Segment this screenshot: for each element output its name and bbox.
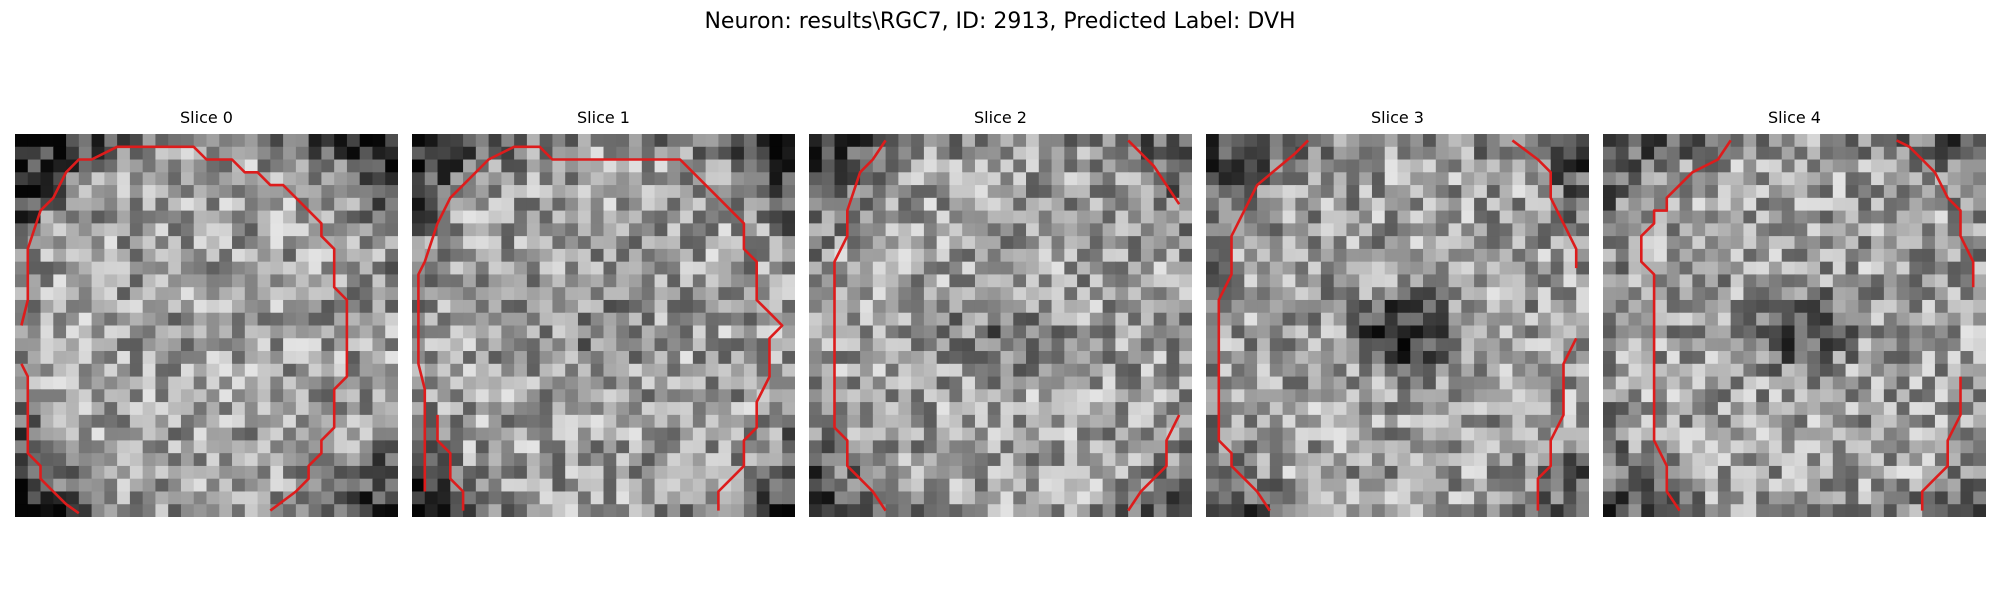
segmentation-outline <box>1920 376 1962 511</box>
slice-image <box>15 134 398 517</box>
slice-heatmap <box>15 134 398 517</box>
segmentation-outline <box>1127 139 1181 205</box>
segmentation-outline <box>1127 414 1181 512</box>
slice-image <box>1603 134 1986 517</box>
slice-heatmap <box>809 134 1192 517</box>
slice-title: Slice 3 <box>1371 108 1424 127</box>
slice-image <box>412 134 795 517</box>
segmentation-outline <box>833 139 887 512</box>
segmentation-outline <box>1217 139 1310 512</box>
segmentation-outline <box>436 414 465 511</box>
segmentation-outline <box>417 145 784 511</box>
slice-heatmap <box>1603 134 1986 517</box>
segmentation-outline <box>1536 337 1578 511</box>
slice-title: Slice 1 <box>577 108 630 127</box>
slice-title: Slice 4 <box>1768 108 1821 127</box>
figure-title: Neuron: results\RGC7, ID: 2913, Predicte… <box>704 9 1296 34</box>
segmentation-outline <box>20 363 80 515</box>
slice-title: Slice 0 <box>180 108 233 127</box>
slice-heatmap <box>412 134 795 517</box>
slice-image <box>1206 134 1589 517</box>
segmentation-outline <box>1639 139 1732 512</box>
segmentation-outline <box>20 145 349 512</box>
slice-image <box>809 134 1192 517</box>
segmentation-outline <box>1511 139 1578 269</box>
segmentation-outline <box>1896 139 1975 288</box>
slice-heatmap <box>1206 134 1589 517</box>
slice-title: Slice 2 <box>974 108 1027 127</box>
